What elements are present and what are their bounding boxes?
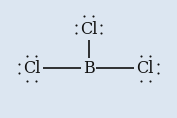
Text: B: B xyxy=(83,60,94,77)
Text: Cl: Cl xyxy=(80,21,97,38)
Text: Cl: Cl xyxy=(136,60,154,77)
Text: Cl: Cl xyxy=(23,60,41,77)
